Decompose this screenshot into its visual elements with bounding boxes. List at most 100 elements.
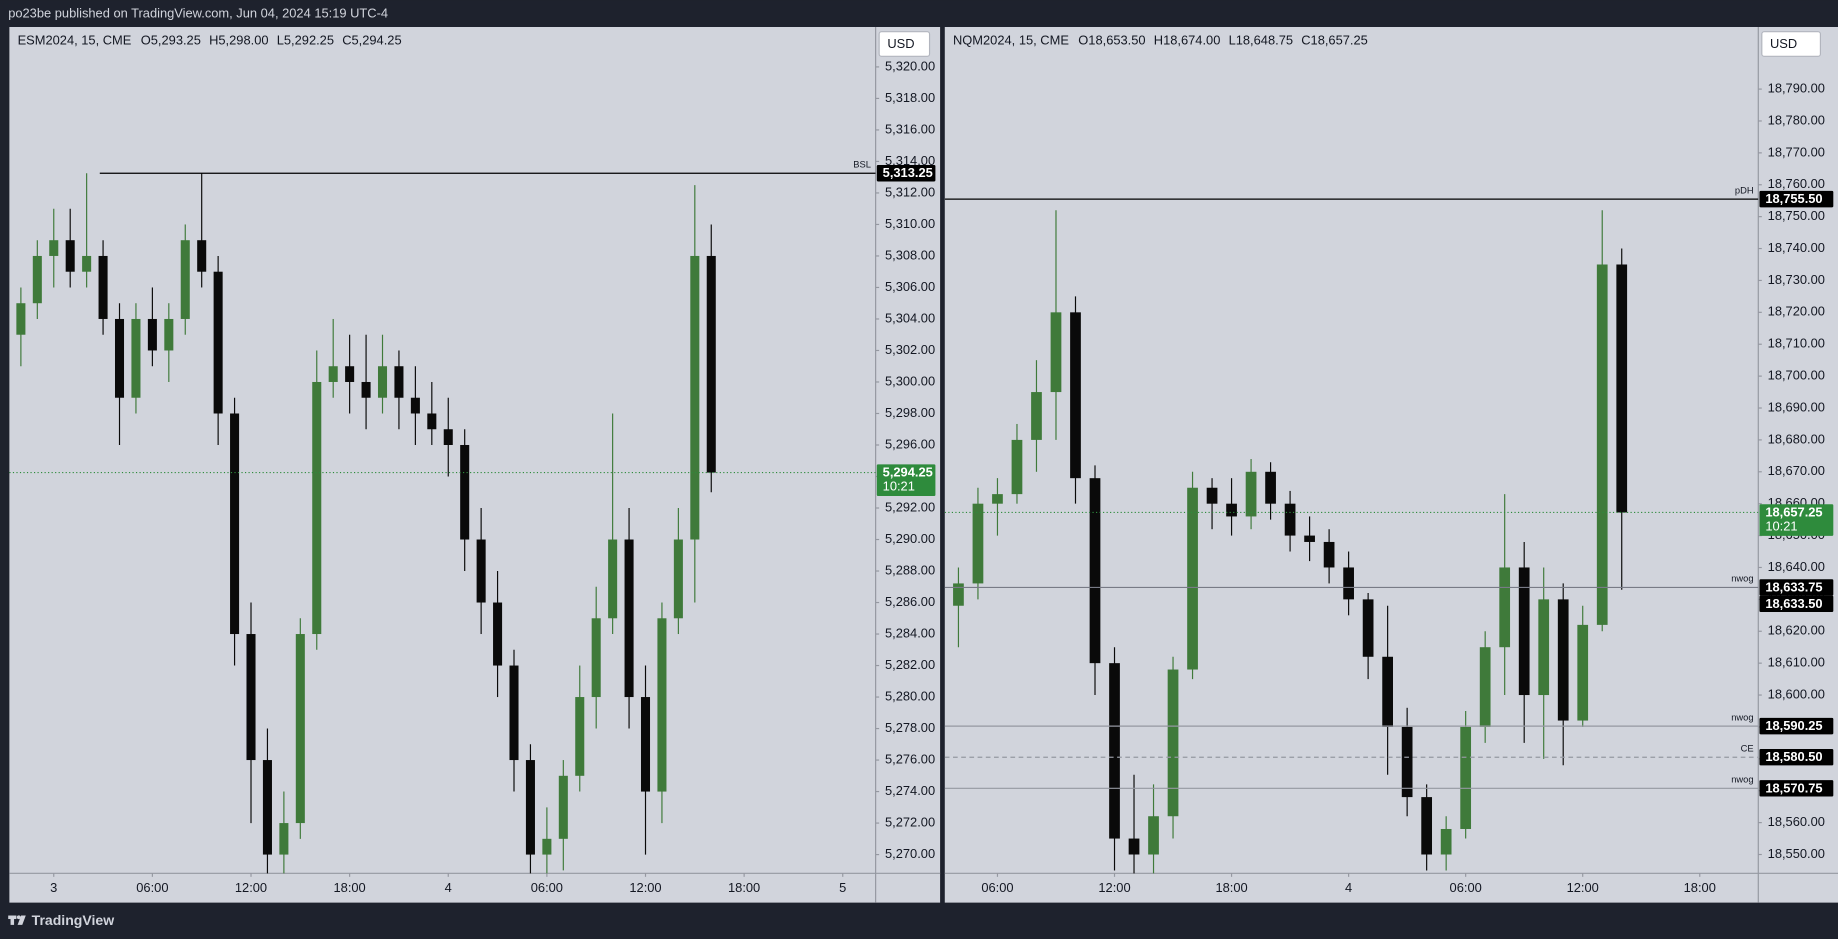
candle-body: [213, 271, 223, 414]
currency-box: [878, 31, 931, 57]
price-label: 18,580.50: [1765, 749, 1822, 764]
ohlc-value: C18,657.25: [1301, 32, 1368, 47]
y-tick-label: 18,770.00: [1768, 144, 1825, 159]
y-tick-label: 5,316.00: [885, 121, 935, 136]
candle-body: [972, 503, 984, 584]
candle-body: [1577, 624, 1589, 721]
candle-body: [377, 366, 388, 398]
y-tick-label: 18,670.00: [1768, 463, 1825, 478]
price-label: 18,570.75: [1765, 780, 1822, 795]
y-tick-label: 5,278.00: [885, 720, 935, 735]
candle-body: [345, 366, 355, 382]
y-tick-label: 18,730.00: [1768, 272, 1825, 287]
candle-body: [16, 303, 26, 335]
candle-body: [427, 413, 437, 430]
countdown-label: 10:21: [883, 479, 915, 494]
y-tick-label: 5,312.00: [885, 184, 935, 199]
x-tick-label: 5: [839, 880, 846, 895]
candle-body: [558, 775, 568, 839]
candle-body: [657, 618, 667, 792]
x-tick-label: 18:00: [728, 880, 760, 895]
candle-body: [992, 494, 1003, 504]
candle-body: [1284, 503, 1296, 536]
candle-body: [953, 583, 964, 606]
candle-body: [1187, 487, 1198, 670]
y-tick-label: 5,288.00: [885, 562, 935, 577]
ohlc-value: O5,293.25: [141, 32, 201, 47]
candle-body: [312, 381, 322, 635]
candle-body: [410, 397, 420, 414]
price-label: 18,633.50: [1765, 596, 1822, 611]
candle-body: [32, 255, 42, 304]
y-tick-label: 5,300.00: [885, 373, 935, 388]
candle-body: [328, 366, 338, 382]
candle-body: [1538, 599, 1550, 696]
candle-body: [1089, 478, 1101, 664]
candle-body: [1401, 726, 1413, 798]
y-tick-label: 18,600.00: [1768, 686, 1825, 701]
ohlc-value: H5,298.00: [209, 32, 268, 47]
level-name: pDH: [1735, 185, 1754, 195]
price-label: 18,633.75: [1765, 579, 1822, 594]
x-tick-label: 06:00: [136, 880, 168, 895]
level-name: CE: [1741, 743, 1754, 753]
candle-body: [673, 539, 683, 619]
x-tick-label: 06:00: [981, 880, 1013, 895]
y-tick-label: 5,286.00: [885, 594, 935, 609]
x-tick-label: 06:00: [531, 880, 563, 895]
y-tick-label: 18,750.00: [1768, 208, 1825, 223]
candle-body: [1460, 726, 1472, 829]
candle-body: [608, 539, 618, 619]
price-label-box: [1759, 749, 1834, 766]
candle-body: [98, 255, 108, 319]
y-tick-label: 18,760.00: [1768, 176, 1825, 191]
candle-body: [295, 634, 305, 824]
price-label-box: [876, 165, 936, 182]
symbol-label: ESM2024, 15, CME: [18, 32, 132, 47]
y-tick-label: 18,690.00: [1768, 399, 1825, 414]
logo-part: [17, 915, 26, 925]
y-tick-label: 5,306.00: [885, 279, 935, 294]
chart-panel: 18,550.0018,560.0018,570.0018,580.0018,5…: [944, 26, 1838, 903]
y-tick-label: 5,292.00: [885, 499, 935, 514]
candle-body: [1226, 503, 1237, 517]
candle-body: [1518, 567, 1530, 696]
candle-body: [575, 697, 585, 776]
level-name: BSL: [853, 160, 871, 170]
candle-body: [624, 539, 634, 698]
price-label-box: [1759, 717, 1834, 735]
x-tick-label: 18:00: [1215, 880, 1247, 895]
candle-body: [1304, 535, 1315, 542]
logo-part: [10, 915, 15, 925]
candle-body: [640, 697, 651, 792]
price-label-box: [1759, 579, 1834, 596]
x-tick-label: 12:00: [1098, 880, 1130, 895]
price-label-box: [1759, 595, 1834, 613]
candle-body: [1050, 312, 1062, 393]
candle-body: [591, 618, 601, 698]
candle-body: [114, 318, 125, 398]
candle-body: [1011, 439, 1023, 495]
candle-body: [1245, 471, 1257, 517]
candle-body: [1323, 541, 1335, 568]
panel-bg: [9, 26, 941, 903]
chart-panel: 5,270.00 5,272.00 5,274.00 5,276.00 5,278.00…: [9, 26, 941, 903]
y-tick-label: 5,274.00: [885, 783, 935, 798]
candle-body: [1343, 567, 1354, 600]
candle-body: [690, 255, 700, 540]
ohlc-value: L5,292.25: [277, 32, 334, 47]
y-tick-label: 5,284.00: [885, 625, 935, 640]
y-tick-label: 5,296.00: [885, 436, 935, 451]
candle-body: [1031, 392, 1042, 440]
candle-body: [1265, 471, 1276, 504]
candle-body: [509, 665, 519, 761]
y-tick-label: 5,298.00: [885, 405, 935, 420]
price-label-box: [1759, 780, 1834, 797]
tv-logo: [8, 915, 26, 925]
x-tick-label: 3: [50, 880, 57, 895]
candle-body: [525, 760, 535, 855]
x-tick-label: 4: [445, 880, 452, 895]
candle-body: [164, 318, 174, 351]
candle-body: [706, 255, 716, 473]
